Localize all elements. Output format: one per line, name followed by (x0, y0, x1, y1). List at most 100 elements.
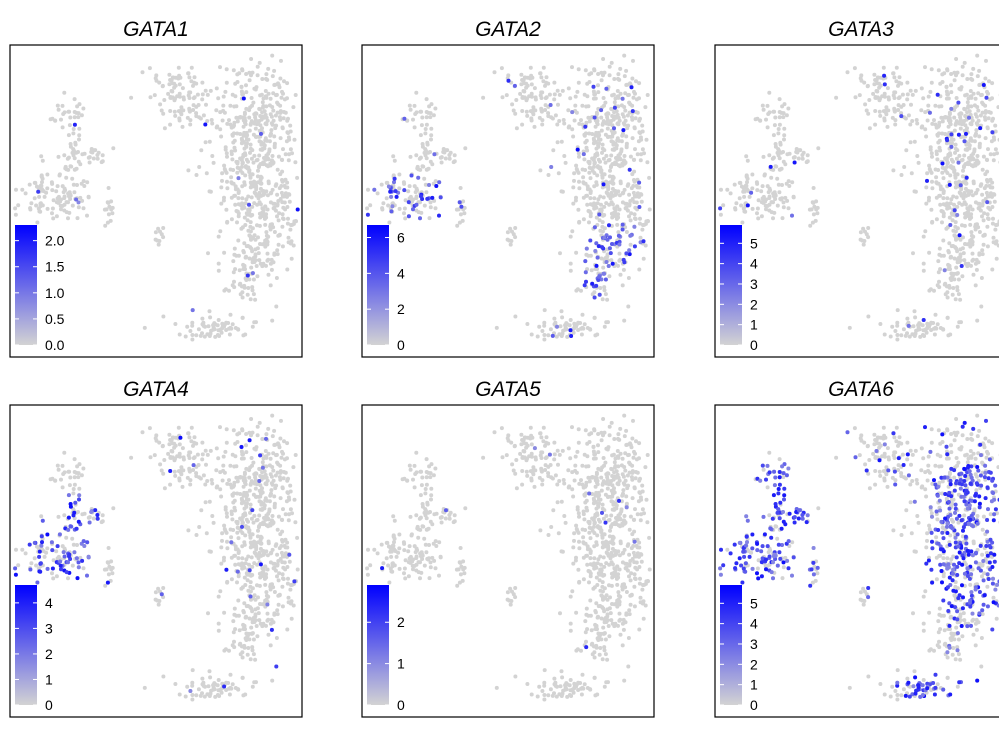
cell-point (223, 287, 228, 292)
cell-point (958, 126, 963, 131)
cell-point (280, 169, 285, 174)
cell-point (34, 184, 39, 189)
cell-point (617, 553, 622, 558)
cell-point (222, 555, 226, 560)
cell-point (592, 161, 597, 166)
cell-point (249, 156, 254, 161)
cell-point (257, 499, 262, 504)
cell-point (519, 82, 524, 87)
cell-point (225, 539, 229, 544)
cell-point (600, 122, 605, 127)
cell-point (247, 208, 252, 213)
cell-point-expressing (392, 180, 396, 185)
cell-point-expressing (222, 684, 227, 689)
cell-point (585, 441, 590, 446)
cell-point (552, 316, 557, 321)
cell-point (242, 182, 247, 187)
cell-point (210, 514, 215, 518)
cell-point (616, 115, 621, 120)
cell-point (592, 138, 597, 143)
cell-point (147, 426, 152, 431)
cell-point (255, 534, 260, 539)
cell-point-expressing (229, 540, 234, 545)
cell-point (577, 481, 582, 486)
cell-point (231, 270, 236, 275)
cell-point (270, 434, 275, 439)
cell-point (605, 115, 610, 120)
cell-point-expressing (95, 516, 100, 521)
cell-point (257, 153, 262, 158)
cell-point (161, 226, 166, 230)
cell-point (529, 91, 534, 96)
cell-point (249, 96, 254, 100)
cell-point (260, 105, 265, 110)
cell-point (251, 652, 256, 657)
cell-point (229, 152, 234, 157)
cell-point (624, 443, 629, 447)
cell-point (767, 90, 772, 95)
cell-point (257, 618, 262, 623)
cell-point (248, 589, 253, 594)
cell-point-expressing (13, 566, 18, 571)
cell-point (192, 435, 197, 440)
cell-point-expressing (604, 86, 609, 91)
cell-point (588, 196, 593, 201)
cell-point (253, 135, 258, 139)
cell-point (95, 153, 100, 157)
cell-point (921, 96, 926, 101)
cell-point (167, 82, 172, 87)
cell-point (233, 508, 238, 513)
cell-point (965, 105, 970, 110)
cell-point (176, 425, 181, 430)
cell-point (458, 212, 463, 217)
cell-point (289, 239, 294, 244)
cell-point (221, 463, 226, 468)
cell-point (265, 239, 269, 244)
cell-point (947, 120, 952, 125)
cell-point (977, 145, 982, 150)
cell-point (140, 430, 145, 435)
cell-point (270, 514, 275, 518)
cell-point (157, 80, 162, 85)
cell-point (945, 295, 950, 300)
cell-point (886, 95, 891, 100)
cell-point-expressing (629, 85, 634, 90)
cell-point (246, 646, 251, 650)
cell-point (592, 452, 597, 457)
cell-point (198, 116, 203, 121)
cell-point (756, 216, 761, 221)
cell-point (600, 220, 605, 225)
cell-point (635, 152, 640, 157)
cell-point (236, 191, 241, 195)
cell-point (60, 103, 65, 108)
cell-point (251, 520, 256, 525)
cell-point (915, 154, 920, 158)
cell-point (586, 253, 591, 258)
cell-point (219, 545, 224, 550)
cell-point (783, 195, 788, 200)
cell-point (965, 77, 970, 81)
cell-point (570, 425, 574, 430)
cell-point (45, 172, 50, 177)
cell-point (288, 227, 293, 232)
cell-point (276, 218, 281, 223)
cell-point (505, 237, 510, 242)
cell-point (110, 211, 115, 216)
cell-point (631, 517, 636, 522)
cell-point (970, 77, 975, 82)
cell-point (932, 118, 936, 123)
cell-point (586, 159, 591, 164)
cell-point (612, 214, 617, 218)
cell-point (269, 481, 274, 486)
cell-point-expressing (49, 540, 54, 545)
cell-point (236, 536, 241, 541)
cell-point (982, 233, 987, 238)
cell-point (586, 475, 591, 480)
cell-point (418, 133, 423, 138)
cell-point (786, 206, 791, 211)
cell-point (628, 441, 632, 446)
cell-point (954, 271, 959, 276)
cell-point (492, 70, 497, 75)
cell-point (286, 576, 290, 581)
cell-point (240, 164, 244, 169)
